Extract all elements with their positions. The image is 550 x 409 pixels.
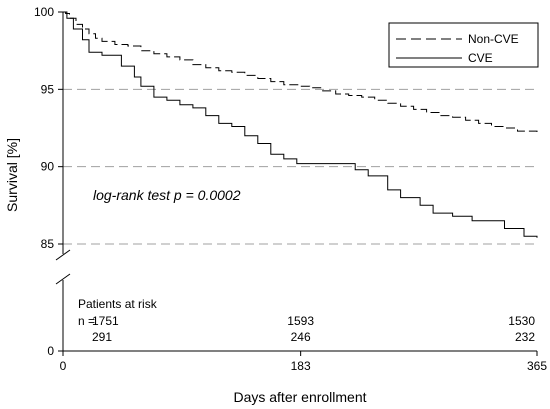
legend-label-non-cve: Non-CVE: [468, 32, 519, 46]
legend-box: [388, 22, 539, 68]
risk-value-non-cve: 1751: [92, 314, 119, 328]
x-tick-label: 183: [291, 359, 311, 373]
patients-at-risk-table: Patients at risk n = 1751 1593 1530 291 246 2…: [78, 297, 535, 344]
risk-value-non-cve: 1530: [508, 314, 535, 328]
axis-break-mark-bottom: [55, 273, 71, 285]
legend-label-cve: CVE: [468, 51, 493, 65]
risk-value-cve: 291: [92, 330, 112, 344]
axis-break-mark-top: [55, 249, 71, 261]
axes: [55, 12, 537, 352]
risk-value-non-cve: 1593: [287, 314, 314, 328]
risk-value-cve: 246: [291, 330, 311, 344]
x-axis-label: Days after enrollment: [233, 389, 366, 405]
series-line-non-cve: [63, 11, 538, 133]
y-ticks: 100 95 90 85 0: [34, 5, 63, 358]
x-tick-label: 0: [60, 359, 67, 373]
risk-title: Patients at risk: [78, 297, 158, 311]
x-tick-label: 365: [527, 359, 547, 373]
series-lines: [63, 11, 538, 238]
risk-value-cve: 232: [515, 330, 535, 344]
y-tick-label: 95: [41, 82, 55, 96]
y-axis-label: Survival [%]: [4, 138, 20, 212]
y-tick-label: 85: [41, 237, 55, 251]
y-tick-label: 90: [41, 160, 55, 174]
x-ticks: 0 183 365: [60, 351, 547, 373]
series-line-cve: [63, 11, 538, 238]
legend: Non-CVE CVE: [388, 22, 539, 68]
gridlines: [63, 88, 537, 245]
y-tick-label: 100: [34, 5, 54, 19]
risk-n-label: n =: [78, 314, 95, 328]
y-tick-label: 0: [47, 344, 54, 358]
logrank-annotation: log-rank test p = 0.0002: [93, 187, 241, 203]
